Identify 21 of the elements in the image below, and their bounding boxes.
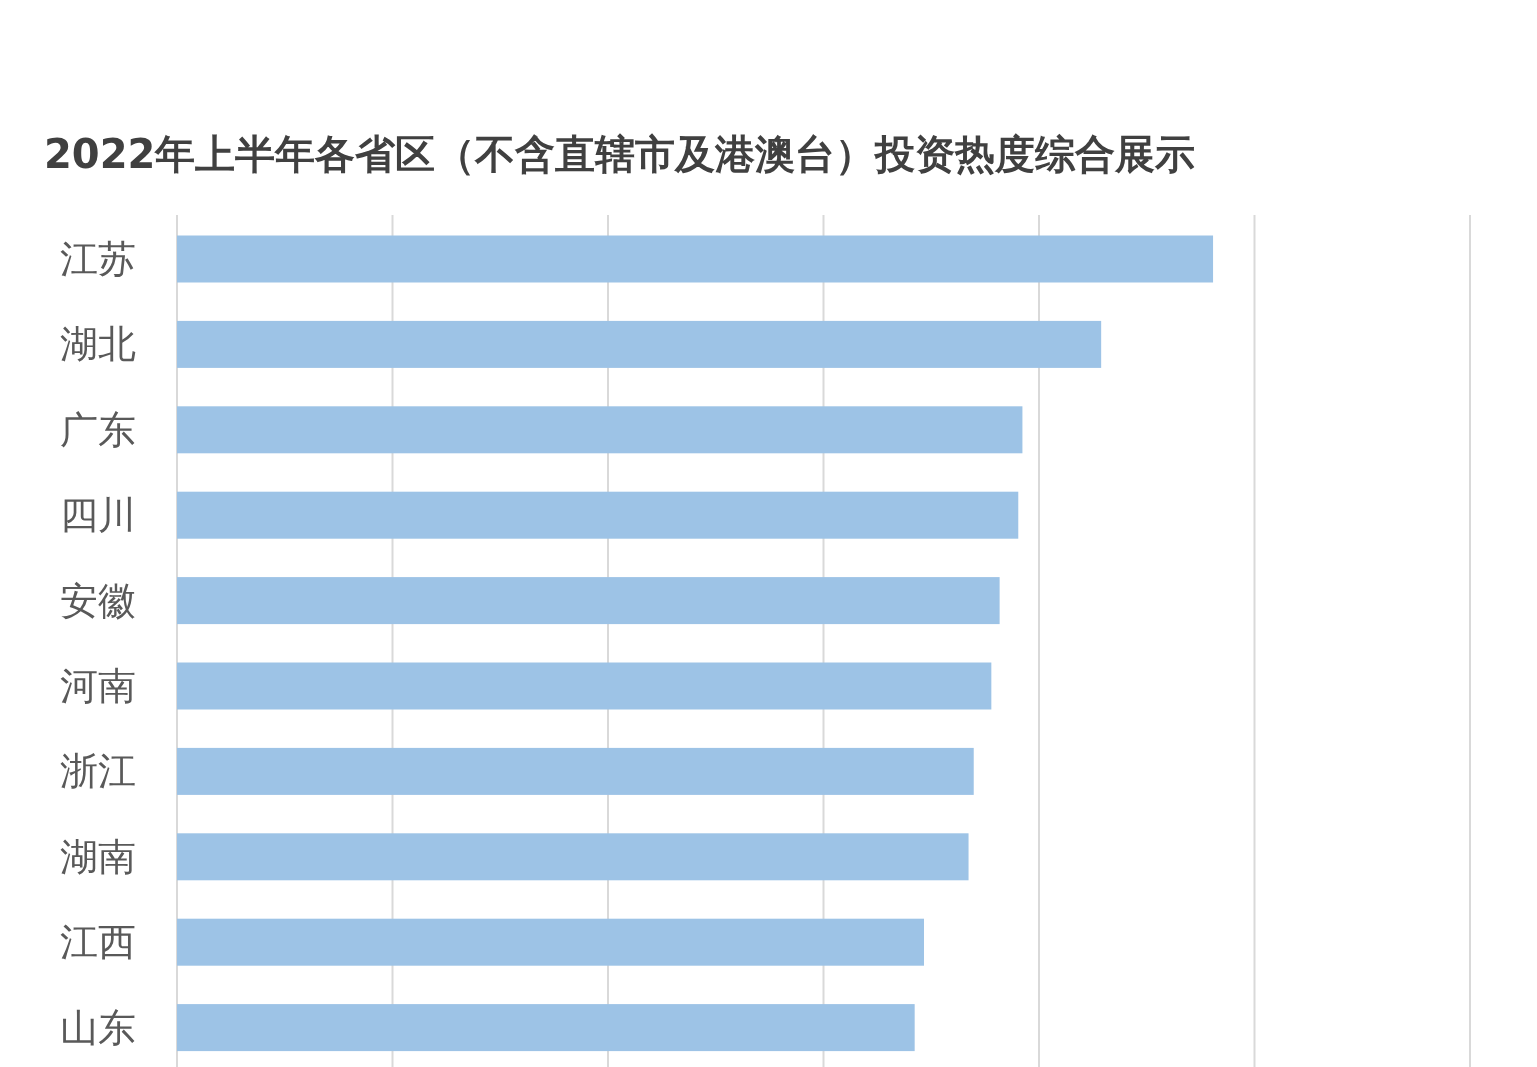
y-tick-label: 四川	[60, 493, 136, 538]
bar	[177, 662, 992, 710]
bar	[177, 918, 924, 966]
y-tick-label: 安徽	[60, 578, 136, 623]
chart-title: 2022年上半年各省区（不含直辖市及港澳台）投资热度综合展示	[44, 131, 1196, 177]
y-tick-label: 江西	[60, 920, 136, 965]
y-tick-label: 湖南	[60, 834, 136, 879]
y-tick-label: 浙江	[60, 749, 136, 794]
bar	[177, 320, 1102, 368]
bar	[177, 491, 1019, 539]
y-tick-label: 江苏	[60, 237, 136, 281]
bar	[177, 577, 1000, 625]
y-tick-label: 山东	[60, 1005, 136, 1050]
y-tick-label: 湖北	[60, 322, 136, 367]
y-tick-label: 河南	[60, 664, 136, 708]
y-tick-label: 广东	[60, 407, 136, 452]
bar	[177, 235, 1214, 283]
bar	[177, 406, 1023, 454]
bar	[177, 747, 974, 795]
bar	[177, 1004, 915, 1052]
bar	[177, 833, 969, 881]
